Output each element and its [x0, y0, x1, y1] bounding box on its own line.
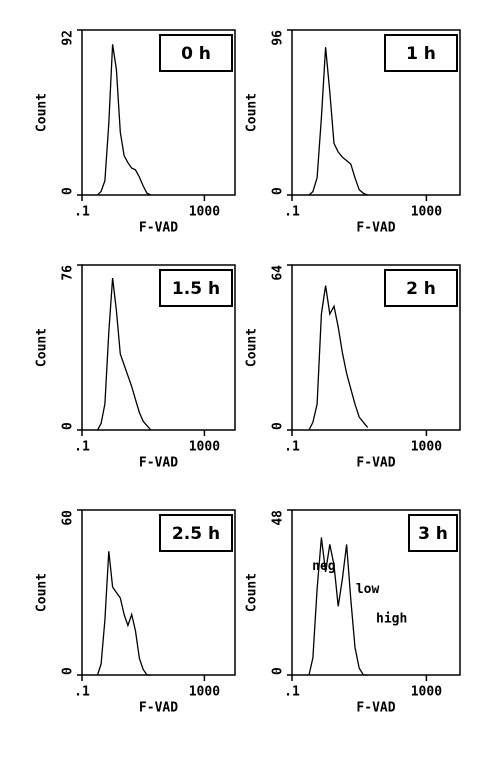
plot-frame — [81, 29, 236, 196]
plot-frame — [291, 509, 461, 676]
plot-frame — [81, 264, 236, 431]
histogram-line — [308, 285, 369, 431]
y-tick-label: 76 — [61, 265, 76, 281]
plot-frame — [291, 264, 461, 431]
time-label-box — [384, 34, 458, 72]
time-label: 2 h — [406, 279, 436, 299]
x-axis-label: F-VAD — [139, 701, 178, 716]
histogram-line — [308, 537, 368, 676]
x-tick-label: .1 — [284, 440, 300, 455]
y-axis-label: Count — [35, 573, 50, 612]
annotation: low — [356, 582, 380, 597]
y-tick-label: 48 — [271, 510, 286, 526]
y-tick-label: 0 — [61, 422, 76, 430]
x-tick-label: .1 — [284, 205, 300, 220]
time-label-box — [384, 269, 458, 307]
x-tick-label: 1000 — [189, 205, 220, 220]
x-tick-label: 1000 — [411, 685, 442, 700]
y-tick-label: 0 — [61, 667, 76, 675]
x-tick-label: 1000 — [411, 205, 442, 220]
y-tick-label: 60 — [61, 510, 76, 526]
x-tick-label: .1 — [74, 440, 90, 455]
x-tick-label: .1 — [74, 205, 90, 220]
time-label-box — [159, 34, 233, 72]
time-label: 2.5 h — [172, 524, 220, 544]
x-tick-label: 1000 — [189, 685, 220, 700]
y-tick-label: 0 — [61, 187, 76, 195]
y-axis-label: Count — [245, 328, 260, 367]
y-axis-label: Count — [35, 93, 50, 132]
histogram-line — [97, 44, 152, 196]
time-label-box — [159, 269, 233, 307]
plot-frame — [81, 509, 236, 676]
y-tick-label: 0 — [271, 422, 286, 430]
x-tick-label: 1000 — [411, 440, 442, 455]
time-label: 1 h — [406, 44, 436, 64]
x-axis-label: F-VAD — [356, 221, 395, 236]
histogram-line — [96, 277, 152, 431]
y-tick-label: 64 — [271, 265, 286, 281]
histogram-line — [308, 47, 368, 196]
time-label-box — [159, 514, 233, 552]
x-tick-label: .1 — [284, 685, 300, 700]
y-axis-label: Count — [35, 328, 50, 367]
time-label: 1.5 h — [172, 279, 220, 299]
histogram-line — [96, 551, 151, 676]
x-axis-label: F-VAD — [356, 701, 395, 716]
x-tick-label: 1000 — [189, 440, 220, 455]
y-axis-label: Count — [245, 573, 260, 612]
x-axis-label: F-VAD — [356, 456, 395, 471]
time-label: 0 h — [181, 44, 211, 64]
x-axis-label: F-VAD — [139, 221, 178, 236]
time-label: 3 h — [418, 524, 448, 544]
annotation: high — [376, 612, 407, 627]
time-label-box — [408, 514, 458, 552]
y-tick-label: 92 — [61, 30, 76, 46]
y-axis-label: Count — [245, 93, 260, 132]
y-tick-label: 96 — [271, 30, 286, 46]
plot-frame — [291, 29, 461, 196]
y-tick-label: 0 — [271, 187, 286, 195]
x-axis-label: F-VAD — [139, 456, 178, 471]
annotation: neg — [312, 559, 335, 574]
y-tick-label: 0 — [271, 667, 286, 675]
x-tick-label: .1 — [74, 685, 90, 700]
